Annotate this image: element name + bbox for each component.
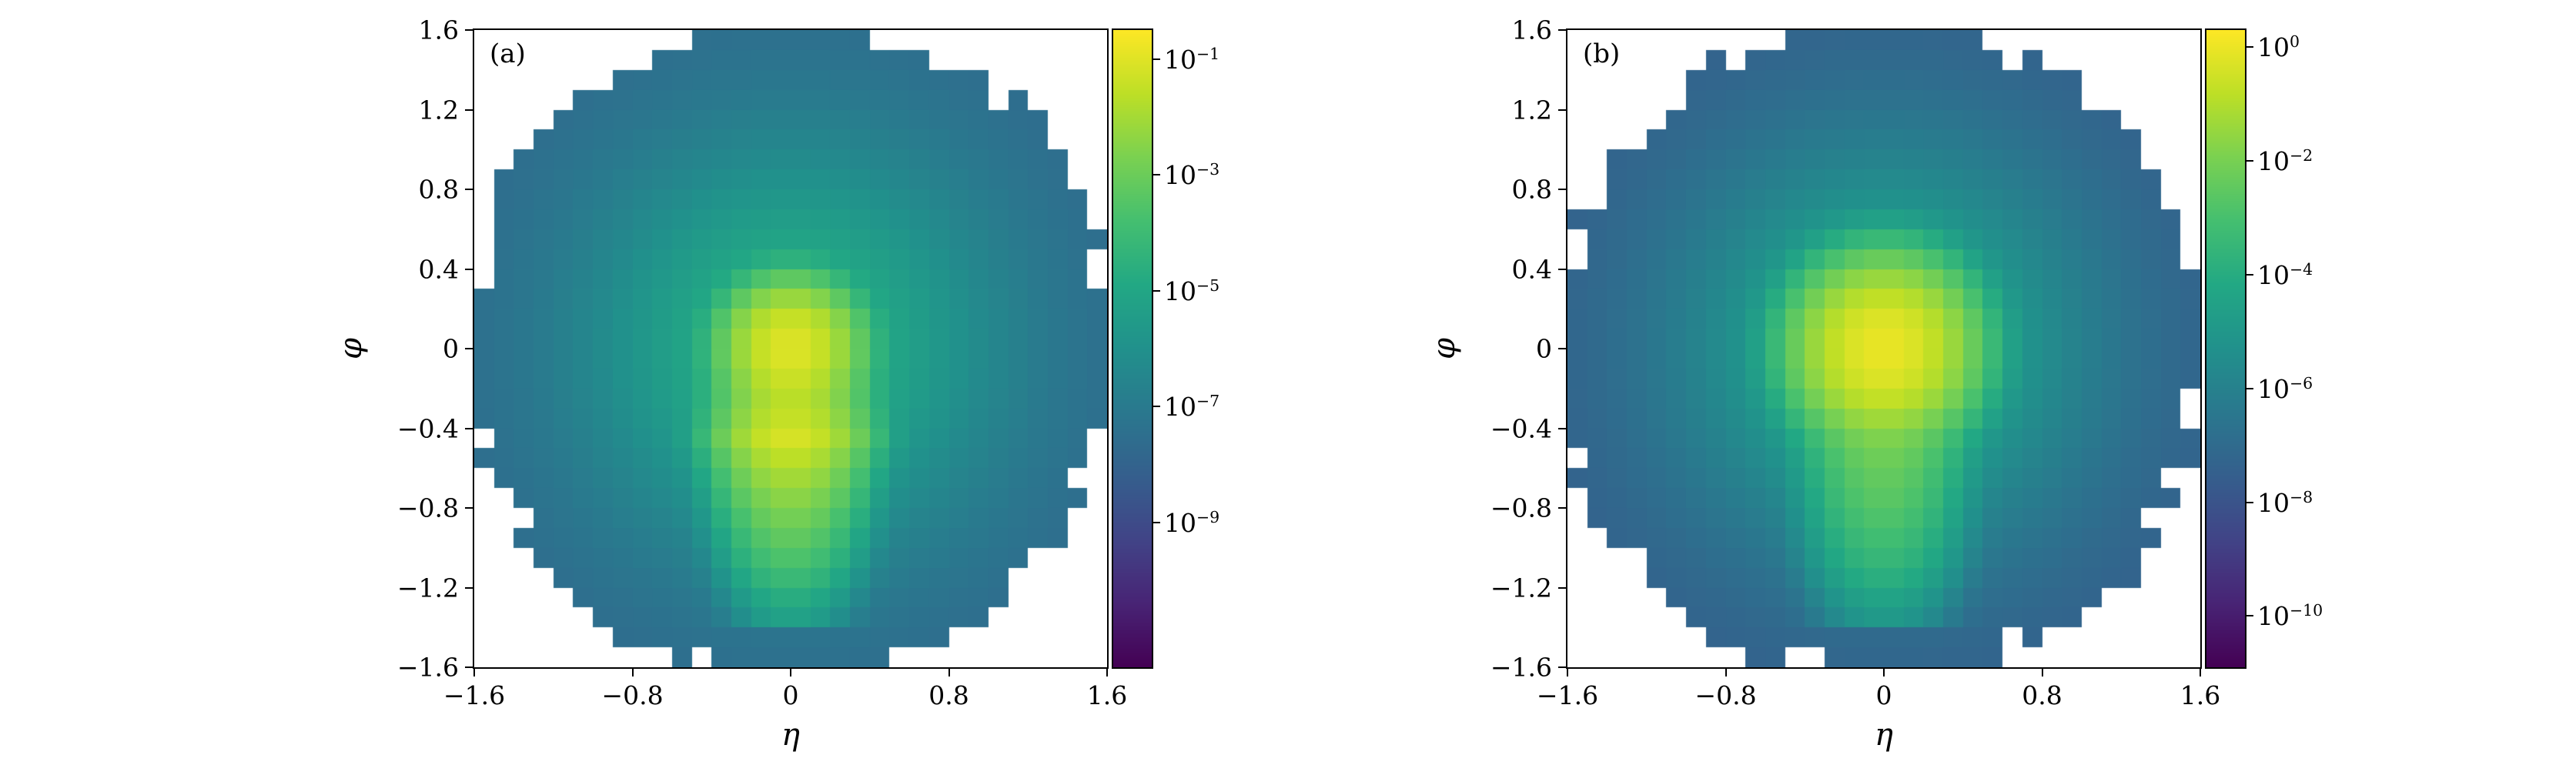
y-tick-b (1558, 427, 1566, 429)
x-tick-label-b: 0.8 (2022, 680, 2062, 710)
y-tick-label-a: 0.8 (418, 174, 459, 205)
y-tick-label-b: −1.2 (1490, 573, 1552, 603)
colorbar-tick-b (2246, 387, 2253, 389)
y-tick-b (1558, 586, 1566, 589)
y-tick-label-b: 1.2 (1511, 95, 1552, 125)
y-tick-a (465, 666, 473, 668)
y-tick-label-a: −0.4 (396, 413, 459, 443)
y-tick-a (465, 189, 473, 190)
colorbar-panel-b (2206, 30, 2245, 667)
colorbar-tick-label-b: 10−10 (2257, 601, 2323, 632)
y-tick-b (1558, 507, 1566, 509)
colorbar-tick-label-b: 10−6 (2257, 373, 2313, 404)
x-tick-b (1567, 669, 1568, 676)
x-tick-a (948, 669, 950, 676)
colorbar-tick-label-a: 10−9 (1164, 507, 1220, 538)
x-tick-label-b: 0 (1875, 680, 1892, 710)
x-tick-label-a: 1.6 (1086, 680, 1128, 710)
colorbar-tick-label-a: 10−5 (1164, 276, 1220, 306)
x-tick-label-b: −0.8 (1694, 680, 1757, 710)
x-tick-a (631, 669, 634, 676)
x-tick-a (473, 669, 475, 676)
x-tick-label-a: −1.6 (443, 680, 506, 710)
y-tick-label-a: 1.6 (418, 15, 459, 45)
colorbar-tick-label-a: 10−3 (1164, 160, 1220, 191)
x-tick-b (1725, 669, 1727, 676)
x-tick-a (1106, 669, 1108, 676)
panel-label-a: (a) (490, 38, 526, 69)
colorbar-tick-label-b: 10−8 (2257, 487, 2313, 518)
colorbar-tick-b (2246, 501, 2253, 503)
x-tick-b (1883, 669, 1885, 676)
y-tick-a (465, 348, 473, 349)
colorbar-tick-a (1153, 58, 1160, 60)
colorbar-tick-b (2246, 46, 2253, 48)
panel-label-b: (b) (1583, 38, 1621, 69)
y-axis-label-a: φ (333, 337, 369, 360)
y-tick-label-b: −1.6 (1490, 652, 1552, 683)
y-tick-label-b: 0 (1536, 333, 1552, 364)
y-tick-b (1558, 666, 1566, 668)
y-tick-label-b: −0.4 (1490, 413, 1552, 443)
colorbar-tick-label-b: 10−4 (2257, 259, 2313, 290)
x-tick-label-b: 1.6 (2180, 680, 2221, 710)
y-tick-label-b: 0.4 (1511, 254, 1552, 284)
y-tick-a (465, 109, 473, 111)
colorbar-tick-b (2246, 615, 2253, 617)
y-tick-a (465, 29, 473, 31)
x-tick-label-a: 0 (782, 680, 799, 710)
y-tick-a (465, 427, 473, 429)
y-tick-a (465, 586, 473, 589)
x-axis-label-a: η (781, 717, 800, 753)
y-tick-label-b: 0.8 (1511, 174, 1552, 205)
x-tick-label-b: −1.6 (1536, 680, 1599, 710)
x-tick-b (2041, 669, 2043, 676)
y-tick-label-a: 0.4 (418, 254, 459, 284)
colorbar-tick-b (2246, 273, 2253, 276)
y-tick-b (1558, 109, 1566, 111)
y-tick-b (1558, 29, 1566, 31)
colorbar-tick-a (1153, 521, 1160, 523)
y-tick-label-a: 0 (443, 333, 459, 364)
colorbar-tick-a (1153, 406, 1160, 408)
y-tick-a (465, 268, 473, 270)
x-tick-b (2200, 669, 2201, 676)
y-tick-a (465, 507, 473, 509)
colorbar-panel-a (1113, 30, 1152, 667)
x-tick-label-a: 0.8 (928, 680, 969, 710)
colorbar-tick-b (2246, 160, 2253, 162)
y-tick-b (1558, 268, 1566, 270)
colorbar-tick-a (1153, 289, 1160, 292)
heatmap-panel-b (1567, 30, 2200, 667)
colorbar-tick-label-b: 100 (2257, 32, 2300, 63)
y-tick-label-a: −0.8 (396, 493, 459, 523)
y-tick-label-a: −1.6 (396, 652, 459, 683)
y-axis-label-b: φ (1427, 337, 1462, 360)
x-tick-a (790, 669, 791, 676)
colorbar-tick-label-b: 10−2 (2257, 146, 2313, 177)
y-tick-label-b: 1.6 (1511, 15, 1552, 45)
y-tick-label-a: 1.2 (418, 95, 459, 125)
colorbar-tick-label-a: 10−1 (1164, 44, 1220, 75)
heatmap-panel-a (474, 30, 1107, 667)
x-tick-label-a: −0.8 (601, 680, 664, 710)
y-tick-label-b: −0.8 (1490, 493, 1552, 523)
colorbar-tick-label-a: 10−7 (1164, 392, 1220, 423)
y-tick-label-a: −1.2 (396, 573, 459, 603)
y-tick-b (1558, 348, 1566, 349)
colorbar-tick-a (1153, 174, 1160, 176)
x-axis-label-b: η (1875, 717, 1893, 753)
y-tick-b (1558, 189, 1566, 190)
